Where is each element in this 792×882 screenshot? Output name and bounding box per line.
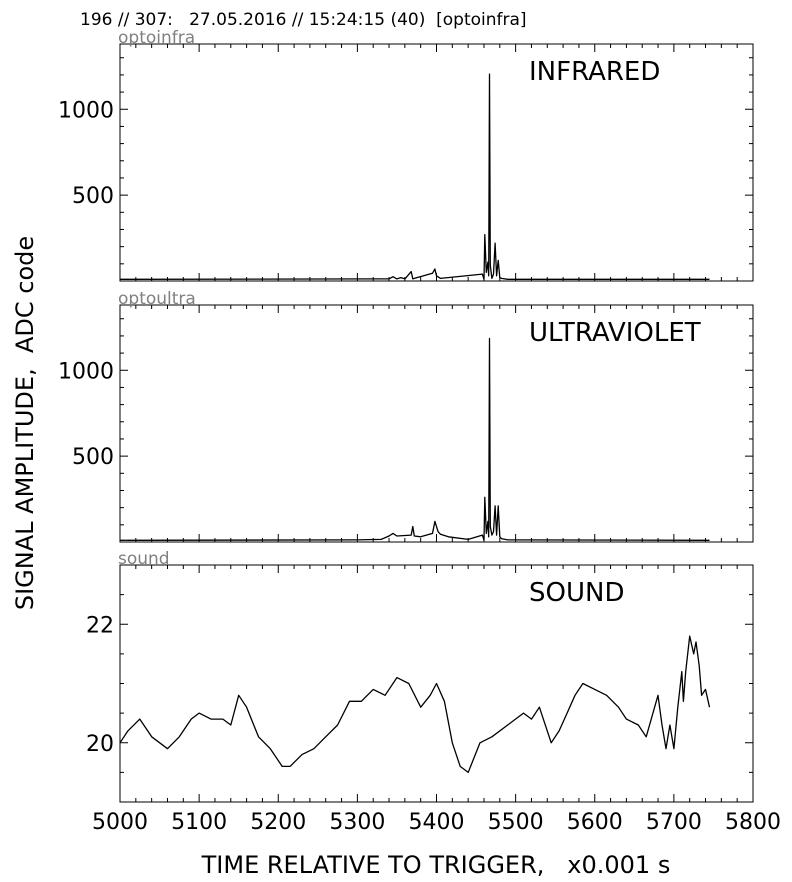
x-tick-label: 5000 (92, 810, 148, 835)
series-line-ultraviolet (119, 337, 710, 541)
x-tick-label: 5300 (329, 810, 385, 835)
panel-source-label: optoultra (118, 289, 196, 309)
panel-title: ULTRAVIOLET (529, 318, 701, 348)
chart-header: 196 // 307: 27.05.2016 // 15:24:15 (40) … (80, 10, 527, 30)
panel-ultraviolet: optoultra ULTRAVIOLET 500 1000 (58, 289, 754, 543)
y-tick-label: 20 (86, 732, 114, 757)
series-line-infrared (119, 73, 710, 280)
x-tick-label: 5100 (171, 810, 227, 835)
x-tick-label: 5800 (725, 810, 781, 835)
y-tick-label: 1000 (58, 98, 114, 123)
panel-infrared: optoinfra INFRARED 500 1000 (58, 28, 754, 282)
y-tick-label: 1000 (58, 359, 114, 384)
y-tick-label: 22 (86, 613, 114, 638)
panel-title: SOUND (529, 578, 624, 608)
x-tick-label: 5600 (567, 810, 623, 835)
x-axis-label: TIME RELATIVE TO TRIGGER, x0.001 s (201, 851, 671, 879)
y-axis-label: SIGNAL AMPLITUDE, ADC code (11, 236, 39, 610)
panel-title: INFRARED (529, 57, 660, 87)
x-tick-label: 5700 (646, 810, 702, 835)
y-tick-label: 500 (72, 184, 114, 209)
panel-sound: sound SOUND 20 22 5000 5100 5200 5300 5400 5500 56… (86, 549, 781, 835)
chart-panels: optoinfra INFRARED 500 1000 optoultra ULTRAVI… (58, 28, 781, 835)
series-line-sound (119, 635, 711, 774)
x-tick-label: 5200 (250, 810, 306, 835)
panel-source-label: sound (118, 549, 170, 569)
y-tick-label: 500 (72, 445, 114, 470)
x-tick-label: 5500 (488, 810, 544, 835)
x-tick-label: 5400 (409, 810, 465, 835)
panel-source-label: optoinfra (118, 28, 195, 48)
